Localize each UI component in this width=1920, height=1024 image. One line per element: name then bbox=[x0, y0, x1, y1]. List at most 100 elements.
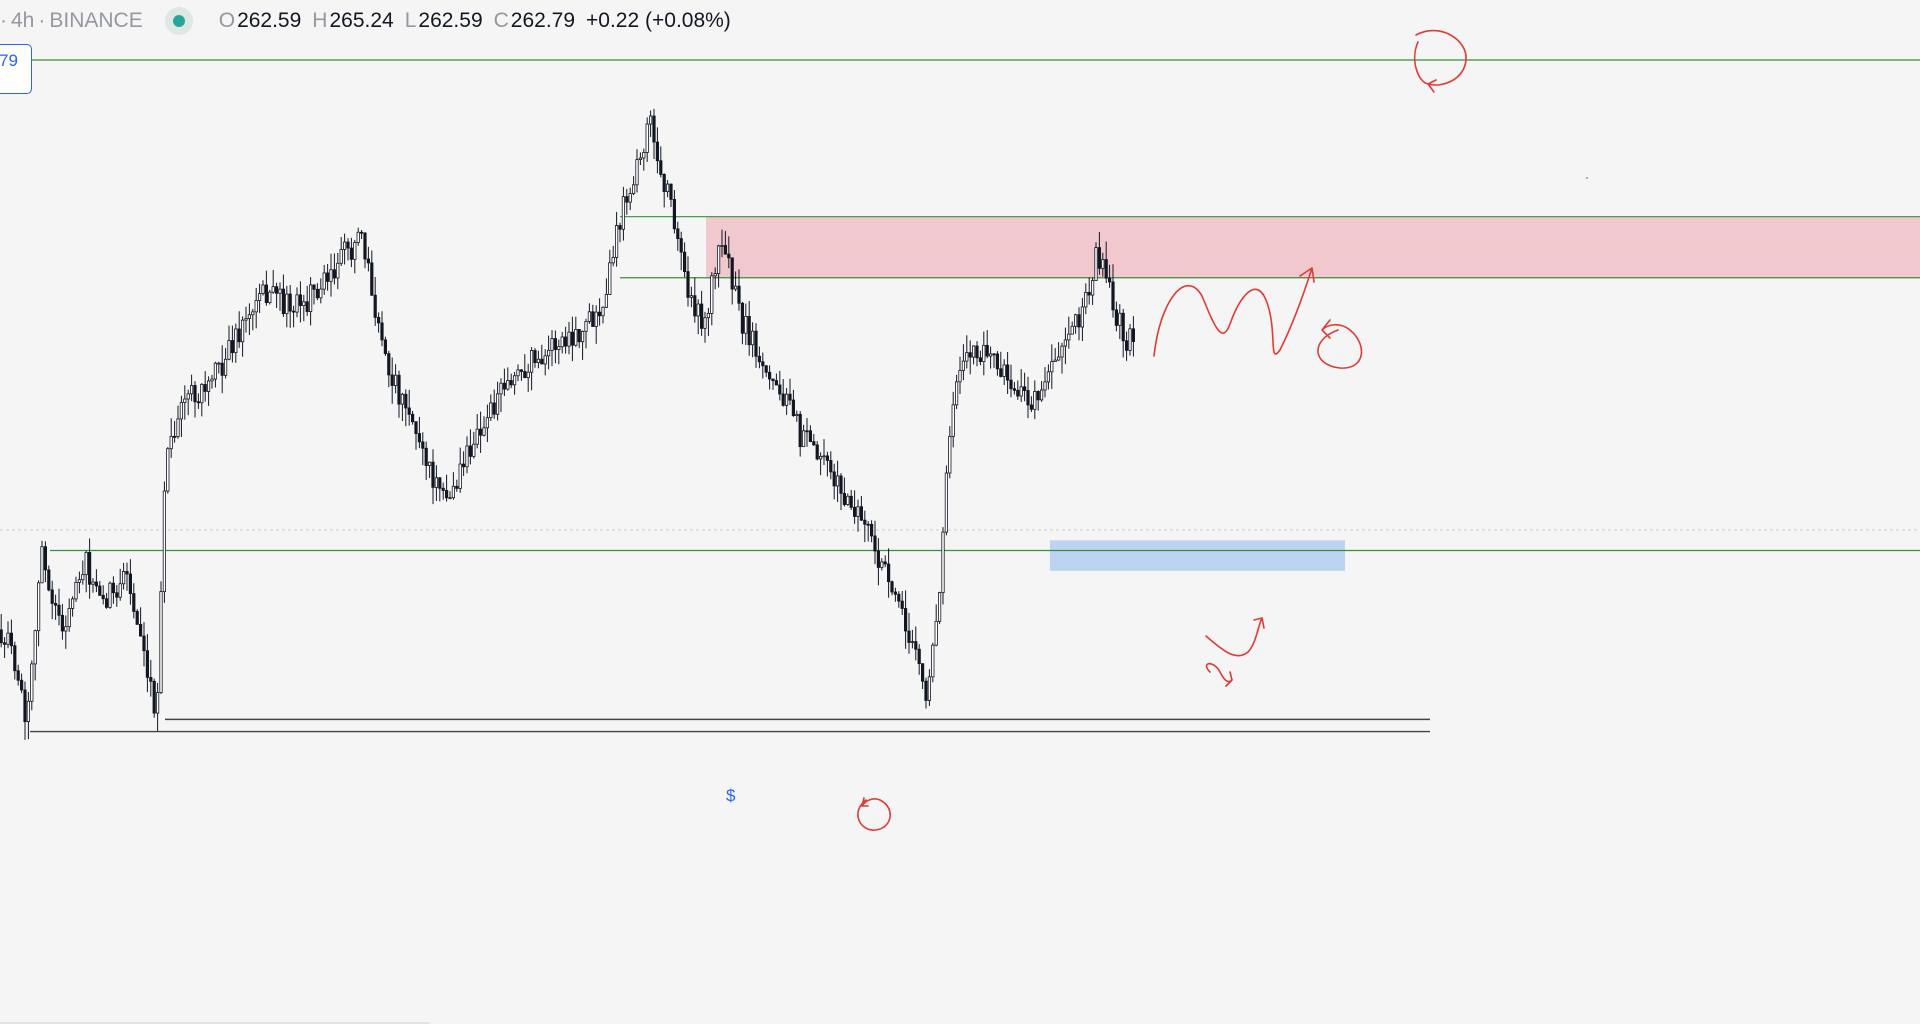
candle bbox=[989, 346, 993, 369]
candle bbox=[98, 580, 102, 596]
candle bbox=[941, 527, 945, 605]
candle bbox=[744, 303, 748, 346]
candle bbox=[873, 520, 877, 565]
candle bbox=[506, 367, 510, 391]
candle bbox=[298, 281, 303, 323]
market-status-icon[interactable] bbox=[164, 7, 193, 35]
candle bbox=[339, 236, 343, 266]
candle bbox=[686, 256, 690, 307]
legend-exchange[interactable]: BINANCE bbox=[49, 9, 143, 32]
candle bbox=[196, 393, 200, 409]
legend-interval[interactable]: 4h bbox=[11, 9, 35, 32]
candle bbox=[791, 389, 796, 417]
candle bbox=[210, 374, 214, 389]
loop-arrow-drawing-top[interactable] bbox=[1413, 29, 1467, 93]
candle bbox=[995, 351, 1000, 376]
candle bbox=[50, 580, 54, 620]
candle bbox=[839, 473, 843, 511]
candle bbox=[887, 548, 891, 598]
candle bbox=[944, 465, 949, 536]
candle bbox=[244, 306, 248, 333]
candle bbox=[1131, 316, 1135, 357]
candle bbox=[536, 350, 541, 369]
candle bbox=[400, 392, 405, 422]
candle bbox=[71, 596, 75, 617]
candle bbox=[128, 559, 132, 605]
candle bbox=[618, 222, 622, 243]
support-zone[interactable] bbox=[1050, 540, 1345, 571]
zigzag-drawing[interactable] bbox=[1153, 267, 1315, 357]
candle bbox=[26, 692, 31, 740]
loop-arrow-drawing-zone[interactable] bbox=[1317, 319, 1363, 369]
candle bbox=[972, 345, 976, 365]
candle bbox=[13, 641, 17, 680]
candle bbox=[183, 385, 187, 420]
candle bbox=[329, 253, 333, 297]
candle bbox=[431, 449, 435, 505]
loop-arrow-drawing-bottom[interactable] bbox=[857, 797, 891, 831]
candle bbox=[917, 644, 921, 675]
resistance-zone[interactable] bbox=[706, 216, 1920, 278]
candle bbox=[751, 322, 755, 358]
candle bbox=[815, 441, 819, 461]
candle bbox=[101, 585, 105, 605]
candle bbox=[931, 642, 935, 683]
candle bbox=[1104, 241, 1108, 284]
candle bbox=[353, 239, 357, 274]
candle bbox=[240, 316, 245, 357]
candle bbox=[342, 233, 347, 265]
candle bbox=[829, 451, 833, 480]
candle bbox=[727, 236, 731, 269]
candle bbox=[693, 277, 697, 323]
candle bbox=[417, 416, 422, 449]
candle bbox=[499, 378, 503, 412]
candle bbox=[594, 305, 598, 344]
legend-open: O262.59 bbox=[218, 9, 302, 32]
candle bbox=[1050, 344, 1054, 389]
candle bbox=[621, 186, 626, 241]
bounce-down-arrow-drawing[interactable] bbox=[1205, 662, 1233, 687]
candle bbox=[271, 269, 275, 294]
candle bbox=[397, 370, 401, 418]
candle bbox=[441, 482, 445, 500]
candle bbox=[982, 331, 986, 376]
candle bbox=[251, 308, 255, 331]
candle bbox=[870, 520, 874, 543]
candle bbox=[652, 108, 656, 160]
candle bbox=[64, 615, 68, 649]
candle bbox=[281, 274, 286, 317]
candle bbox=[1019, 369, 1023, 403]
price-tag[interactable]: 79 bbox=[0, 44, 32, 94]
candle bbox=[387, 350, 391, 388]
candle bbox=[285, 285, 289, 328]
candle bbox=[713, 267, 717, 290]
candle bbox=[676, 221, 680, 251]
candle bbox=[1108, 264, 1112, 288]
candle bbox=[649, 110, 653, 137]
candle bbox=[747, 301, 751, 356]
candle bbox=[710, 272, 714, 326]
candle bbox=[638, 152, 643, 166]
candle bbox=[305, 285, 309, 316]
bounce-up-arrow-drawing[interactable] bbox=[1205, 617, 1265, 657]
candle bbox=[683, 242, 687, 278]
candle bbox=[138, 607, 143, 637]
candle bbox=[625, 188, 629, 215]
candle bbox=[23, 681, 27, 740]
candle bbox=[414, 421, 418, 450]
candle bbox=[615, 211, 619, 267]
candle bbox=[458, 447, 462, 493]
candle bbox=[383, 336, 388, 356]
bottom-scroll-strip[interactable] bbox=[0, 1022, 430, 1024]
candle bbox=[149, 659, 153, 697]
candle bbox=[111, 576, 115, 604]
candle bbox=[706, 307, 711, 336]
candle bbox=[530, 347, 534, 391]
legend-prefix: · bbox=[0, 9, 7, 32]
candle bbox=[883, 555, 887, 568]
candle bbox=[540, 344, 544, 365]
candle bbox=[955, 374, 959, 410]
candle bbox=[819, 452, 823, 476]
candles-layer bbox=[0, 108, 1135, 740]
